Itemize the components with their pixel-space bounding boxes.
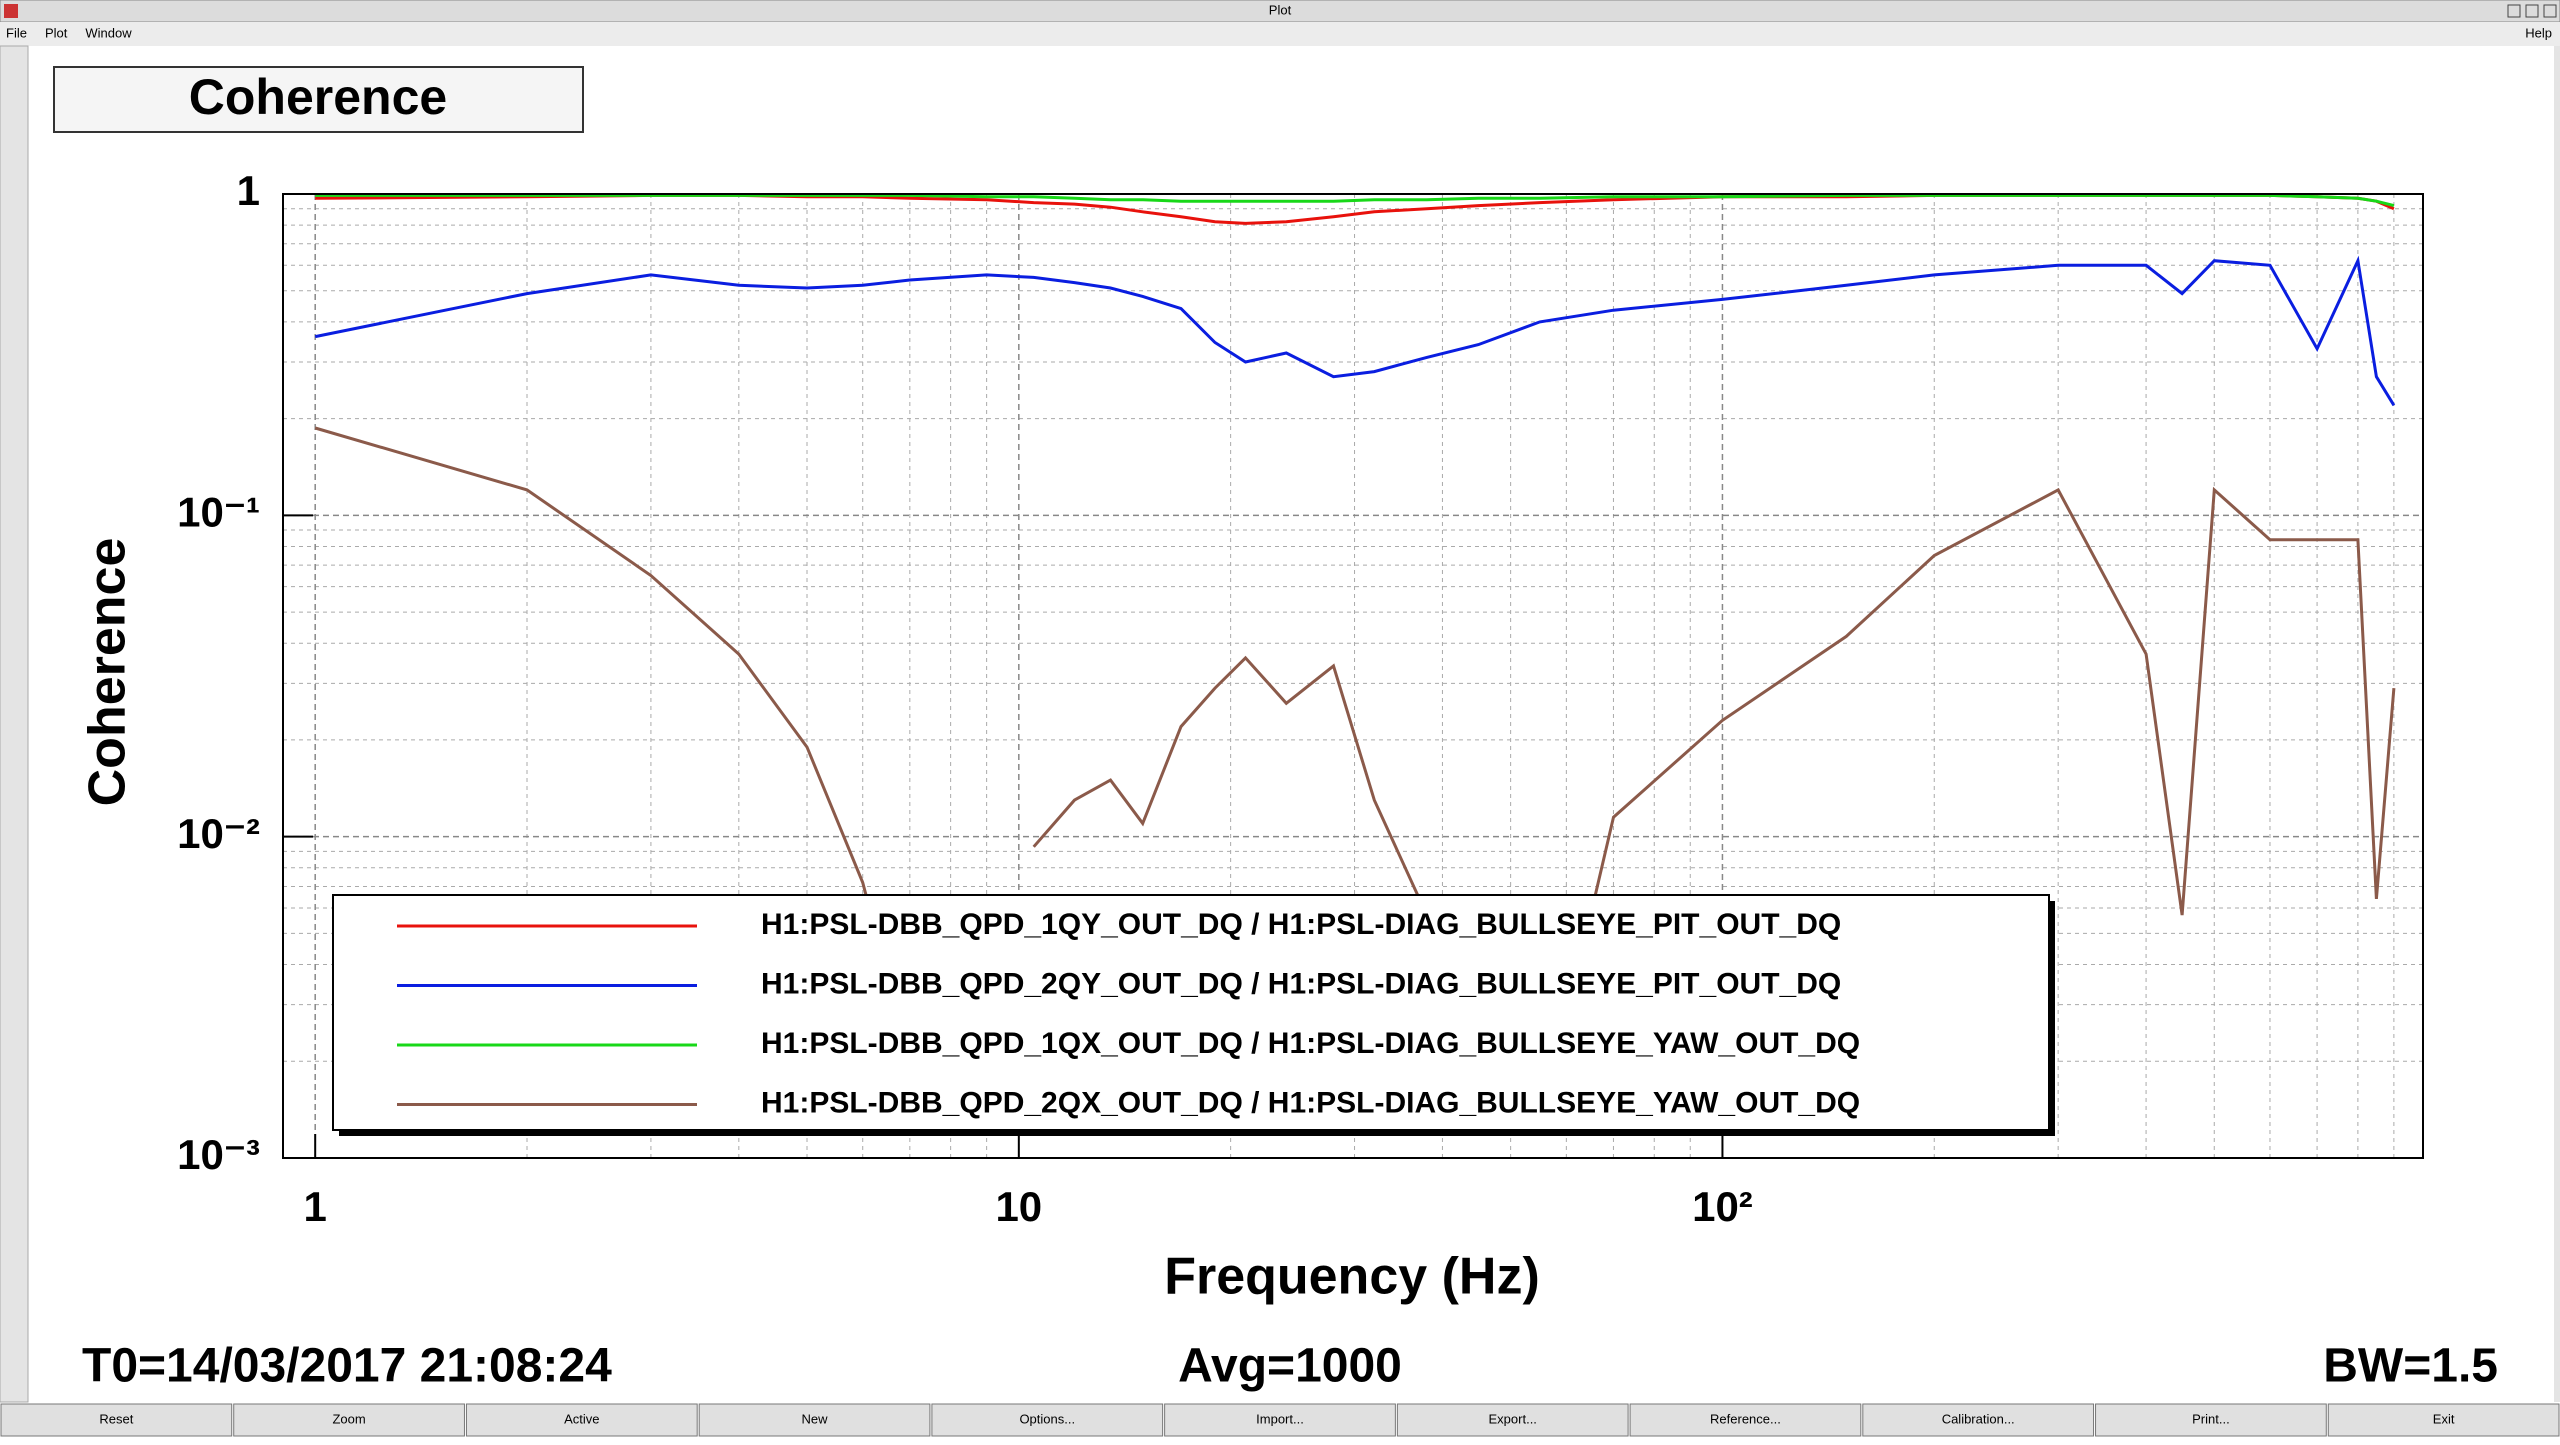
- legend-label: H1:PSL-DBB_QPD_1QY_OUT_DQ / H1:PSL-DIAG_…: [761, 908, 1841, 941]
- button[interactable]: [2095, 1403, 2327, 1437]
- x-axis-label: Frequency (Hz): [1164, 1248, 1540, 1306]
- button-label[interactable]: Calibration...: [1942, 1411, 2015, 1426]
- button[interactable]: [1164, 1403, 1396, 1437]
- button[interactable]: [1629, 1403, 1862, 1437]
- legend-label: H1:PSL-DBB_QPD_2QY_OUT_DQ / H1:PSL-DIAG_…: [761, 967, 1841, 1000]
- button[interactable]: [0, 1403, 233, 1437]
- menu-item[interactable]: Plot: [45, 25, 68, 40]
- menu-help[interactable]: Help: [2525, 25, 2552, 40]
- menu-item[interactable]: File: [6, 25, 27, 40]
- button[interactable]: [931, 1403, 1164, 1437]
- menu-bar: [0, 22, 2560, 46]
- button-label[interactable]: Import...: [1256, 1411, 1304, 1426]
- title-box: [53, 66, 584, 133]
- button-label[interactable]: Active: [564, 1411, 599, 1426]
- button-label[interactable]: New: [802, 1411, 829, 1426]
- window-icon: [4, 4, 18, 18]
- button-label[interactable]: Options...: [1019, 1411, 1075, 1426]
- y-axis-label: Coherence: [79, 538, 137, 807]
- button[interactable]: [465, 1403, 698, 1437]
- x-tick-label: 1: [304, 1183, 327, 1230]
- button-label[interactable]: Reset: [99, 1411, 133, 1426]
- button-label[interactable]: Zoom: [332, 1411, 365, 1426]
- button-label[interactable]: Export...: [1489, 1411, 1537, 1426]
- button-label[interactable]: Exit: [2433, 1411, 2455, 1426]
- button-label[interactable]: Reference...: [1710, 1411, 1781, 1426]
- button[interactable]: [1862, 1403, 2095, 1437]
- y-tick-label: 10⁻²: [177, 810, 260, 857]
- plot-frame: [282, 193, 2424, 1159]
- chart-title: Coherence: [189, 69, 447, 125]
- button[interactable]: [2327, 1403, 2560, 1437]
- legend: [332, 894, 2050, 1131]
- t0: T0=14/03/2017 21:08:24: [82, 1340, 612, 1393]
- right-strip: [2554, 46, 2560, 1402]
- x-tick-label: 10²: [1692, 1183, 1753, 1230]
- bw: BW=1.5: [2323, 1340, 2498, 1393]
- legend-label: H1:PSL-DBB_QPD_1QX_OUT_DQ / H1:PSL-DIAG_…: [761, 1027, 1860, 1060]
- minimize[interactable]: [2507, 4, 2521, 18]
- y-tick-label: 10⁻¹: [177, 488, 260, 535]
- button[interactable]: [1396, 1403, 1629, 1437]
- window-title: Plot: [1269, 2, 1292, 17]
- menu-item[interactable]: Window: [85, 25, 132, 40]
- legend-label: H1:PSL-DBB_QPD_2QX_OUT_DQ / H1:PSL-DIAG_…: [761, 1086, 1860, 1119]
- maximize[interactable]: [2525, 4, 2539, 18]
- button[interactable]: [698, 1403, 931, 1437]
- window-controls[interactable]: [2507, 4, 2557, 18]
- y-tick-label: 1: [237, 167, 260, 214]
- avg: Avg=1000: [1178, 1340, 1402, 1393]
- y-tick-label: 10⁻³: [177, 1131, 260, 1178]
- x-tick-label: 10: [995, 1183, 1042, 1230]
- close[interactable]: [2543, 4, 2557, 18]
- series-line: [314, 255, 2396, 407]
- button-label[interactable]: Print...: [2192, 1411, 2230, 1426]
- series-line: [315, 194, 2395, 208]
- button[interactable]: [233, 1403, 465, 1437]
- side-strip: [0, 45, 29, 1403]
